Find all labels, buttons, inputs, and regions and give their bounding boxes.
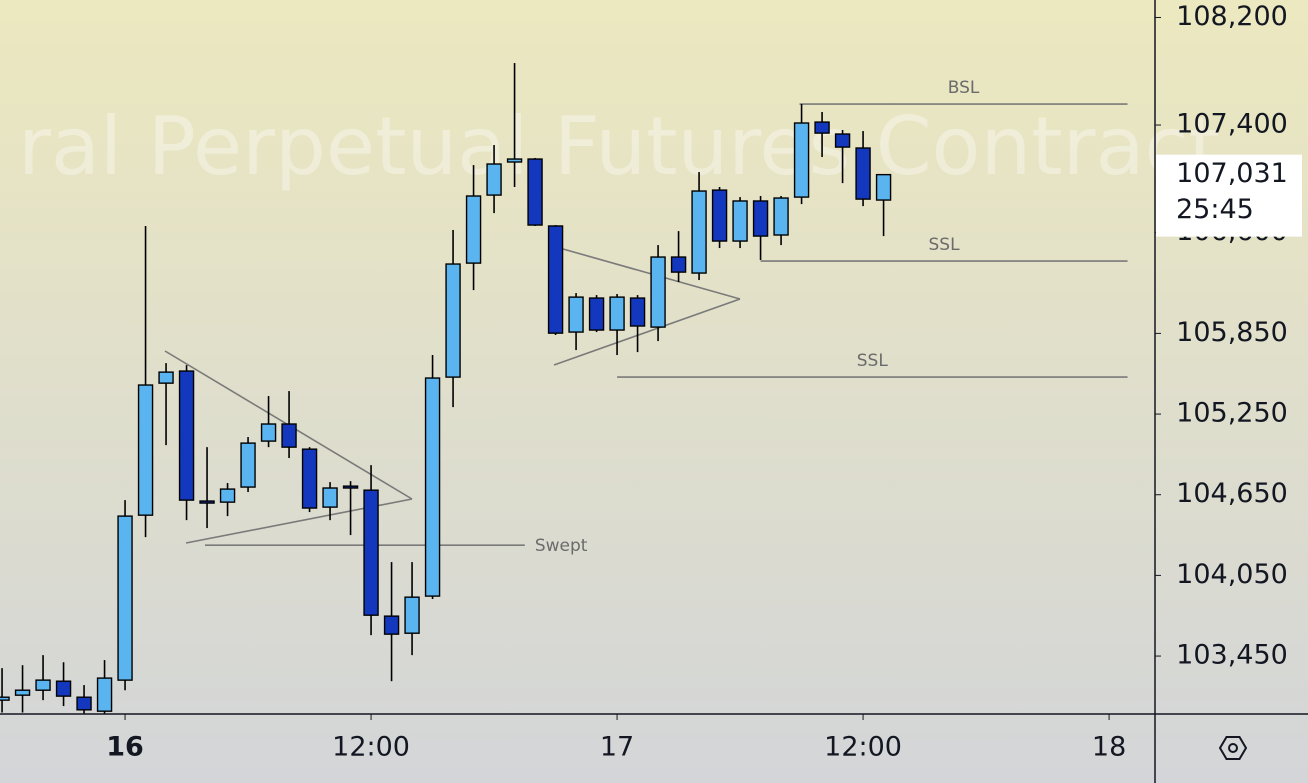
trendline — [553, 298, 741, 366]
candle-body — [158, 371, 174, 384]
candle-body — [363, 489, 379, 616]
candle-body — [96, 677, 113, 712]
candle-body — [629, 297, 646, 327]
candle-body — [527, 158, 543, 226]
candle-body — [732, 200, 748, 242]
candle-body — [486, 163, 502, 196]
candle-body — [281, 423, 297, 448]
candle-body — [35, 679, 51, 691]
candle-body — [240, 442, 256, 488]
y-tick-label: 105,850 — [1176, 317, 1288, 348]
candle-body — [588, 297, 605, 331]
plot-area: BSL SSL SSL Swept — [0, 63, 1128, 714]
candle-body — [834, 133, 851, 148]
candle-body — [547, 225, 564, 334]
candle-body — [568, 296, 584, 333]
countdown: 25:45 — [1176, 194, 1254, 225]
candle-body — [773, 197, 789, 236]
candle-body — [711, 189, 728, 242]
candle-body — [55, 680, 72, 697]
y-tick-label: 108,200 — [1176, 1, 1288, 32]
candle-body — [506, 158, 523, 163]
y-tick-label: 104,650 — [1176, 478, 1288, 509]
candle-body — [322, 487, 338, 508]
candle-body — [178, 370, 195, 501]
x-tick-label: 12:00 — [332, 732, 410, 763]
candle-body — [260, 423, 277, 442]
candle-body — [855, 147, 871, 200]
candle-body — [465, 195, 482, 264]
y-tick-label: 105,250 — [1176, 398, 1288, 429]
x-tick-label: 17 — [600, 732, 634, 763]
candle-body — [609, 296, 625, 331]
candle-body — [14, 689, 31, 696]
candle-body — [650, 256, 666, 328]
x-tick-label: 18 — [1092, 732, 1126, 763]
candle-body — [301, 448, 318, 509]
candle-body — [137, 384, 154, 516]
candle-body — [670, 256, 687, 273]
candle-body — [219, 488, 236, 503]
candle-body — [793, 122, 810, 198]
candle-body — [445, 263, 461, 378]
price-tag-label: 107,031 — [1176, 158, 1288, 189]
y-tick-label: 103,450 — [1176, 640, 1288, 671]
x-tick-label: 16 — [106, 732, 144, 763]
candle-body — [199, 500, 215, 504]
x-tick-label: 12:00 — [824, 732, 902, 763]
candle-body — [383, 615, 400, 635]
candle-body — [342, 485, 359, 489]
y-tick-label: 104,050 — [1176, 559, 1288, 590]
price-tag — [1156, 154, 1302, 237]
candle-body — [76, 696, 92, 711]
candle-body — [875, 173, 892, 201]
candle-body — [424, 377, 441, 597]
watermark: ral Perpetual Futures Contract — [18, 100, 1220, 193]
level-label: BSL — [948, 78, 980, 98]
level-label: SSL — [929, 235, 961, 255]
candle-body — [0, 696, 10, 701]
candle-body — [117, 515, 133, 681]
candle-body — [752, 200, 769, 237]
level-label: SSL — [857, 351, 889, 371]
settings-icon[interactable] — [1218, 736, 1248, 760]
y-tick-label: 107,400 — [1176, 109, 1288, 140]
candle-body — [691, 190, 707, 274]
candle-body — [404, 596, 420, 634]
candle-body — [814, 121, 830, 134]
level-label: Swept — [535, 536, 588, 556]
